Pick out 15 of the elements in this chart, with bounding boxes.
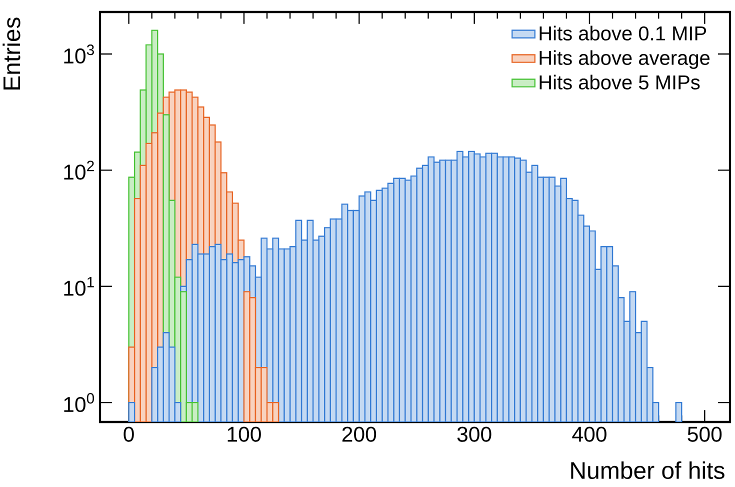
x-tick-label: 200 <box>342 426 376 442</box>
x-tick-label: 400 <box>572 426 606 442</box>
x-tick-label: 300 <box>457 426 492 442</box>
y-tick-label: 10$^{3}$ <box>64 44 94 64</box>
y-tick-label: 10$^{0}$ <box>64 393 94 412</box>
x-tick-label: 500 <box>688 426 722 442</box>
y-tick-label: 10$^{1}$ <box>64 276 94 296</box>
legend-label: Hits above 5 MIPs <box>540 74 700 90</box>
y-tick-label: 10$^{2}$ <box>64 160 94 180</box>
y-axis-title: Entries <box>2 18 20 90</box>
legend-label: Hits above average <box>540 50 710 69</box>
legend-label: Hits above 0.1 MIP <box>540 26 706 40</box>
x-tick-label: 0 <box>124 426 134 442</box>
x-axis-title: Number of hits <box>571 461 724 479</box>
x-tick-label: 100 <box>228 426 261 442</box>
